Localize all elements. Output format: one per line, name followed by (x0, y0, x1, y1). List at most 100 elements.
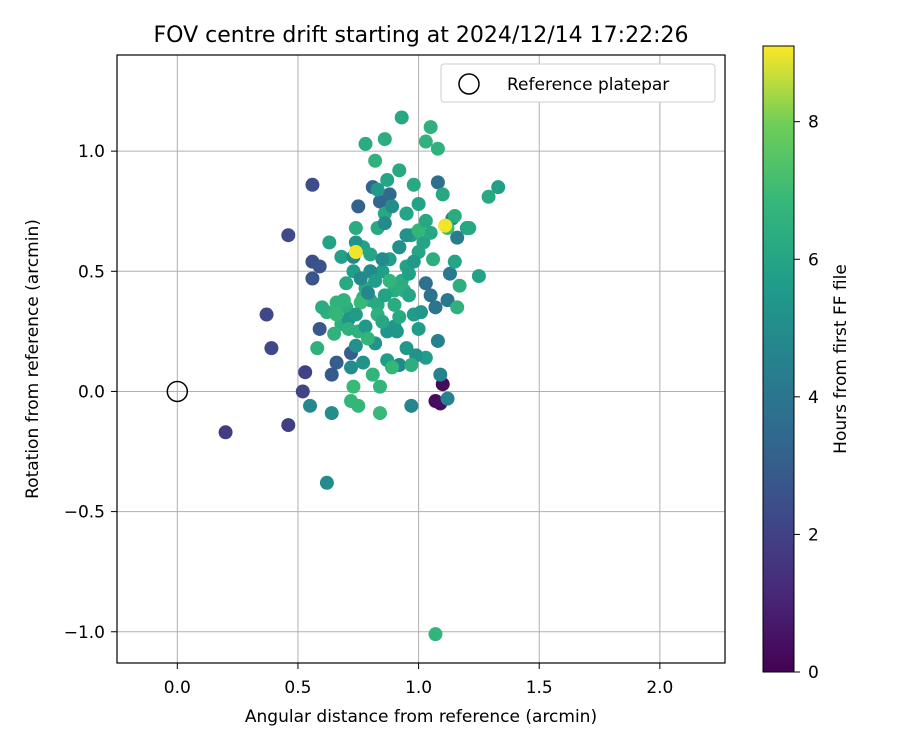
chart-title: FOV centre drift starting at 2024/12/14 … (154, 23, 689, 48)
y-axis-ticks: −1.0 −0.5 0.0 0.5 1.0 (64, 142, 117, 643)
x-tick-label: 1.0 (405, 678, 432, 698)
y-tick-label: 1.0 (78, 142, 105, 162)
colorbar-tick-label: 2 (808, 525, 819, 545)
data-point (298, 365, 313, 380)
x-axis-ticks: 0.0 0.5 1.0 1.5 2.0 (164, 663, 673, 698)
x-tick-label: 1.5 (526, 678, 553, 698)
data-point (423, 120, 438, 135)
data-point (329, 355, 344, 370)
data-point (324, 367, 339, 382)
data-point (368, 273, 383, 288)
data-point (370, 182, 385, 197)
data-point (433, 367, 448, 382)
data-point (324, 406, 339, 421)
data-point (319, 475, 334, 490)
data-point (264, 341, 279, 356)
colorbar-tick-label: 0 (808, 663, 819, 683)
data-point (462, 221, 477, 236)
legend-box (440, 63, 716, 103)
data-point (305, 177, 320, 192)
data-point (447, 254, 462, 269)
data-point (416, 235, 431, 250)
data-point (392, 240, 407, 255)
data-point (348, 338, 363, 353)
data-point (430, 175, 445, 190)
data-point (428, 300, 443, 315)
data-point (375, 264, 390, 279)
data-point (440, 293, 455, 308)
data-point (341, 321, 356, 336)
data-point (348, 245, 363, 260)
data-point (426, 252, 441, 267)
grid-lines (117, 55, 725, 663)
data-point (414, 305, 428, 320)
data-point (399, 206, 414, 221)
data-point (312, 321, 327, 336)
y-tick-label: 0.0 (78, 382, 105, 402)
data-point (438, 218, 453, 233)
data-point (353, 295, 368, 310)
data-point (406, 254, 421, 269)
data-point (339, 276, 354, 291)
data-point (423, 225, 438, 240)
y-axis-label: Rotation from reference (arcmin) (23, 219, 43, 499)
data-point (406, 177, 421, 192)
y-tick-label: 0.5 (78, 262, 105, 282)
data-point (377, 288, 392, 303)
data-point (387, 297, 402, 312)
data-point (348, 221, 363, 236)
plot-frame (116, 54, 726, 664)
data-point (327, 326, 342, 341)
colorbar-tick-label: 6 (808, 250, 819, 270)
data-point (382, 273, 397, 288)
reference-platepar-marker (166, 380, 189, 403)
data-point (351, 199, 366, 214)
data-point (353, 271, 368, 286)
data-point (218, 425, 233, 440)
data-point (295, 384, 310, 399)
data-point (418, 213, 433, 228)
data-point (358, 319, 373, 334)
data-point (399, 341, 414, 356)
colorbar: 0 2 4 6 8 Hours from first FF file (762, 45, 851, 683)
data-point (442, 266, 457, 281)
data-point (372, 406, 387, 421)
data-point (375, 314, 390, 329)
data-point (440, 391, 455, 406)
data-point (344, 360, 359, 375)
data-point (385, 360, 400, 375)
data-point (358, 136, 373, 151)
data-point (394, 110, 409, 125)
data-point (450, 230, 465, 245)
data-point (411, 321, 426, 336)
data-point (322, 235, 337, 250)
data-point (281, 228, 296, 243)
legend: Reference platepar (440, 63, 716, 103)
data-point (430, 333, 445, 348)
data-point (392, 163, 407, 178)
data-point (404, 398, 419, 413)
data-point (348, 235, 363, 250)
colorbar-tick-label: 8 (808, 113, 819, 133)
data-point (418, 276, 433, 291)
colorbar-ticks: 0 2 4 6 8 (794, 113, 819, 683)
data-point (380, 172, 395, 187)
colorbar-gradient (762, 45, 795, 673)
data-point (360, 331, 375, 346)
data-point (372, 194, 387, 209)
data-point (452, 278, 467, 293)
data-point (385, 199, 400, 214)
legend-label-reference: Reference platepar (507, 75, 669, 95)
data-point (389, 324, 404, 339)
data-point (392, 309, 407, 324)
data-point (411, 223, 426, 238)
data-point (399, 228, 414, 243)
data-point (435, 187, 450, 202)
data-point (310, 341, 325, 356)
x-tick-label: 0.5 (284, 678, 311, 698)
colorbar-label: Hours from first FF file (831, 264, 851, 454)
data-point (418, 134, 433, 149)
data-point (382, 187, 397, 202)
data-point (491, 180, 506, 195)
